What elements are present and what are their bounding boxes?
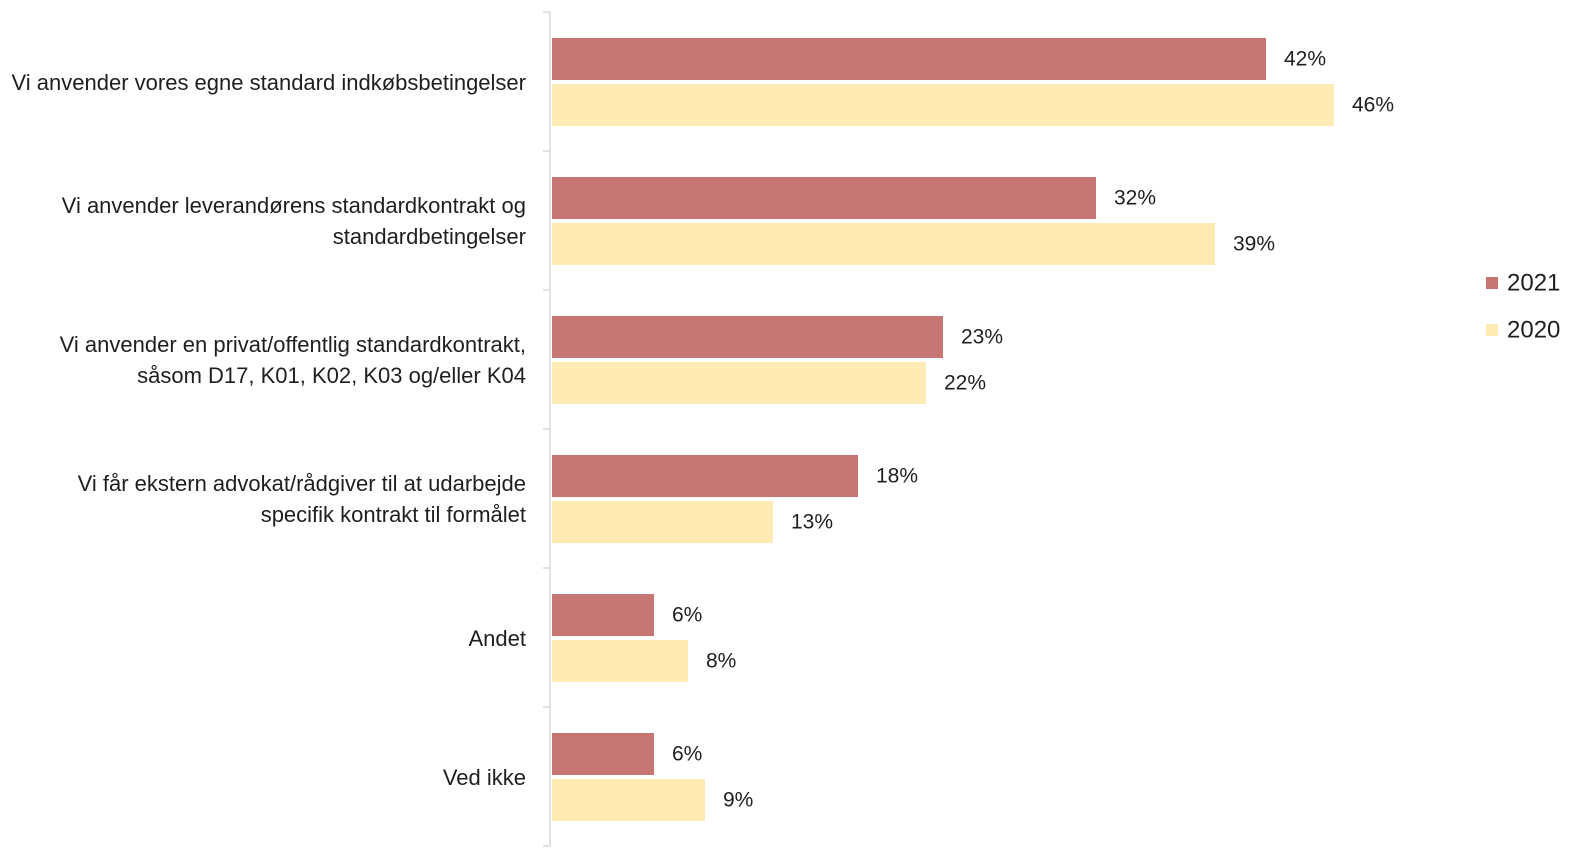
data-label: 13% [791,511,833,534]
category-text: Vi anvender en privat/offentlig standard… [59,332,526,388]
category-text: Vi anvender vores egne standard indkøbsb… [11,69,526,95]
category-label: Andet [0,573,527,703]
legend-swatch [1486,324,1498,336]
category-label: Vi anvender leverandørens standardkontra… [0,156,526,286]
legend-label: 2021 [1507,269,1560,296]
bar [552,779,705,821]
data-label: 39% [1233,233,1275,256]
category-label: Vi anvender en privat/offentlig standard… [0,295,526,425]
data-label: 6% [672,743,702,766]
category-text: Ved ikke [442,764,526,790]
data-label: 23% [961,326,1003,349]
category-text: Vi får ekstern advokat/rådgiver til at u… [77,471,526,527]
data-label: 46% [1352,94,1394,117]
bar [552,84,1334,126]
category-label: Vi anvender vores egne standard indkøbsb… [0,17,526,147]
category-text: Andet [468,625,527,651]
category-label: Ved ikke [0,712,526,842]
category-text: Vi anvender leverandørens standardkontra… [61,193,526,249]
data-label: 42% [1284,48,1326,71]
bar [552,501,773,543]
data-label: 8% [706,650,736,673]
data-label: 32% [1114,187,1156,210]
bar [552,455,858,497]
legend-label: 2020 [1507,316,1560,343]
bar [552,640,688,682]
bar [552,177,1096,219]
bar [552,38,1266,80]
data-label: 18% [876,465,918,488]
bar [552,733,654,775]
bar [552,362,926,404]
data-label: 6% [672,604,702,627]
bar [552,594,654,636]
data-label: 22% [944,372,986,395]
bar [552,223,1215,265]
bar [552,316,943,358]
legend-swatch [1486,277,1498,289]
data-label: 9% [723,789,753,812]
category-label: Vi får ekstern advokat/rådgiver til at u… [0,434,526,564]
